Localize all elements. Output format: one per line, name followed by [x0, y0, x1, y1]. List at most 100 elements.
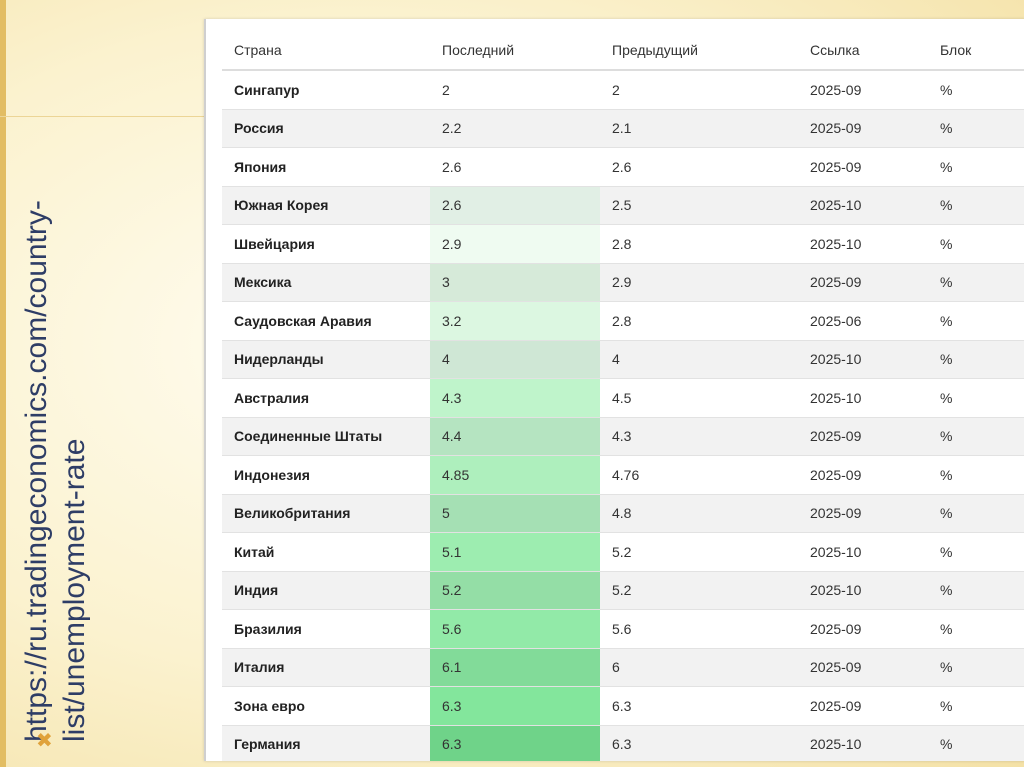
unit-cell: %: [928, 648, 1024, 687]
table-row: Австралия 4.3 4.5 2025-10%: [222, 378, 1024, 418]
unit-cell: %: [928, 147, 1024, 187]
last-value-cell: 6.3: [430, 725, 600, 761]
reference-date-cell: 2025-09: [798, 609, 928, 649]
previous-value-cell: 4.8: [600, 494, 798, 533]
unit-cell: %: [928, 571, 1024, 610]
country-cell: Германия: [222, 725, 430, 761]
last-value-cell: 5: [430, 494, 600, 533]
reference-date-cell: 2025-09: [798, 263, 928, 302]
header-unit: Блок: [928, 31, 1024, 71]
country-cell: Сингапур: [222, 70, 430, 110]
last-value-cell: 4.3: [430, 378, 600, 418]
country-cell: Австралия: [222, 378, 430, 418]
country-cell: Соединенные Штаты: [222, 417, 430, 456]
country-cell: Зона евро: [222, 686, 430, 726]
header-country: Страна: [222, 31, 430, 71]
country-cell: Мексика: [222, 263, 430, 302]
left-accent-bar: [0, 0, 6, 767]
table-row: Индонезия 4.85 4.76 2025-09%: [222, 455, 1024, 495]
table-row: Великобритания 5 4.8 2025-09%: [222, 494, 1024, 533]
bullet-x-icon: ✖: [36, 728, 53, 752]
unit-cell: %: [928, 686, 1024, 726]
last-value-cell: 5.2: [430, 571, 600, 610]
table-row: Индия 5.2 5.2 2025-10%: [222, 571, 1024, 610]
last-value-cell: 2.2: [430, 109, 600, 148]
header-reference: Ссылка: [798, 31, 928, 71]
last-value-cell: 5.1: [430, 532, 600, 572]
unit-cell: %: [928, 340, 1024, 379]
country-cell: Великобритания: [222, 494, 430, 533]
table-row: Нидерланды 4 4 2025-10%: [222, 340, 1024, 379]
previous-value-cell: 2.8: [600, 301, 798, 341]
table-row: Мексика 3 2.9 2025-09%: [222, 263, 1024, 302]
reference-date-cell: 2025-10: [798, 340, 928, 379]
last-value-cell: 2: [430, 70, 600, 110]
reference-date-cell: 2025-10: [798, 224, 928, 264]
reference-date-cell: 2025-10: [798, 532, 928, 572]
last-value-cell: 5.6: [430, 609, 600, 649]
previous-value-cell: 2.9: [600, 263, 798, 302]
table-row: Саудовская Аравия 3.2 2.8 2025-06%: [222, 301, 1024, 341]
unit-cell: %: [928, 494, 1024, 533]
unit-cell: %: [928, 532, 1024, 572]
country-cell: Индия: [222, 571, 430, 610]
table-row: Россия 2.2 2.1 2025-09%: [222, 109, 1024, 148]
last-value-cell: 2.6: [430, 186, 600, 225]
last-value-cell: 4.4: [430, 417, 600, 456]
last-value-cell: 6.1: [430, 648, 600, 687]
table-row: Южная Корея 2.6 2.5 2025-10%: [222, 186, 1024, 225]
last-value-cell: 3.2: [430, 301, 600, 341]
last-value-cell: 3: [430, 263, 600, 302]
reference-date-cell: 2025-09: [798, 455, 928, 495]
unit-cell: %: [928, 301, 1024, 341]
previous-value-cell: 6: [600, 648, 798, 687]
country-cell: Бразилия: [222, 609, 430, 649]
country-cell: Швейцария: [222, 224, 430, 264]
previous-value-cell: 6.3: [600, 686, 798, 726]
previous-value-cell: 6.3: [600, 725, 798, 761]
previous-value-cell: 2.5: [600, 186, 798, 225]
previous-value-cell: 4.5: [600, 378, 798, 418]
reference-date-cell: 2025-06: [798, 301, 928, 341]
country-cell: Китай: [222, 532, 430, 572]
unit-cell: %: [928, 186, 1024, 225]
previous-value-cell: 5.2: [600, 532, 798, 572]
reference-date-cell: 2025-09: [798, 147, 928, 187]
table-row: Япония 2.6 2.6 2025-09%: [222, 147, 1024, 187]
previous-value-cell: 4.76: [600, 455, 798, 495]
unit-cell: %: [928, 725, 1024, 761]
reference-date-cell: 2025-10: [798, 378, 928, 418]
country-cell: Япония: [222, 147, 430, 187]
unit-cell: %: [928, 417, 1024, 456]
previous-value-cell: 5.2: [600, 571, 798, 610]
table-row: Италия 6.1 6 2025-09%: [222, 648, 1024, 687]
unit-cell: %: [928, 263, 1024, 302]
table-body: Сингапур 2 2 2025-09% Россия 2.2 2.1 2025-09% Яп…: [222, 70, 1024, 761]
header-previous: Предыдущий: [600, 31, 798, 71]
table-row: Сингапур 2 2 2025-09%: [222, 70, 1024, 110]
unit-cell: %: [928, 224, 1024, 264]
country-cell: Италия: [222, 648, 430, 687]
last-value-cell: 4.85: [430, 455, 600, 495]
reference-date-cell: 2025-10: [798, 725, 928, 761]
reference-date-cell: 2025-10: [798, 186, 928, 225]
unemployment-table: Страна Последний Предыдущий Ссылка Блок …: [222, 31, 1024, 761]
table-row: Швейцария 2.9 2.8 2025-10%: [222, 224, 1024, 264]
last-value-cell: 2.6: [430, 147, 600, 187]
reference-date-cell: 2025-09: [798, 686, 928, 726]
unit-cell: %: [928, 109, 1024, 148]
previous-value-cell: 2.8: [600, 224, 798, 264]
table-row: Германия 6.3 6.3 2025-10%: [222, 725, 1024, 761]
header-last: Последний: [430, 31, 600, 71]
previous-value-cell: 2.6: [600, 147, 798, 187]
previous-value-cell: 2: [600, 70, 798, 110]
country-cell: Россия: [222, 109, 430, 148]
unit-cell: %: [928, 378, 1024, 418]
table-row: Бразилия 5.6 5.6 2025-09%: [222, 609, 1024, 649]
previous-value-cell: 5.6: [600, 609, 798, 649]
source-url: https://ru.tradingeconomics.com/country-…: [20, 200, 91, 742]
reference-date-cell: 2025-09: [798, 109, 928, 148]
last-value-cell: 6.3: [430, 686, 600, 726]
previous-value-cell: 2.1: [600, 109, 798, 148]
table-header-row: Страна Последний Предыдущий Ссылка Блок: [222, 31, 1024, 71]
